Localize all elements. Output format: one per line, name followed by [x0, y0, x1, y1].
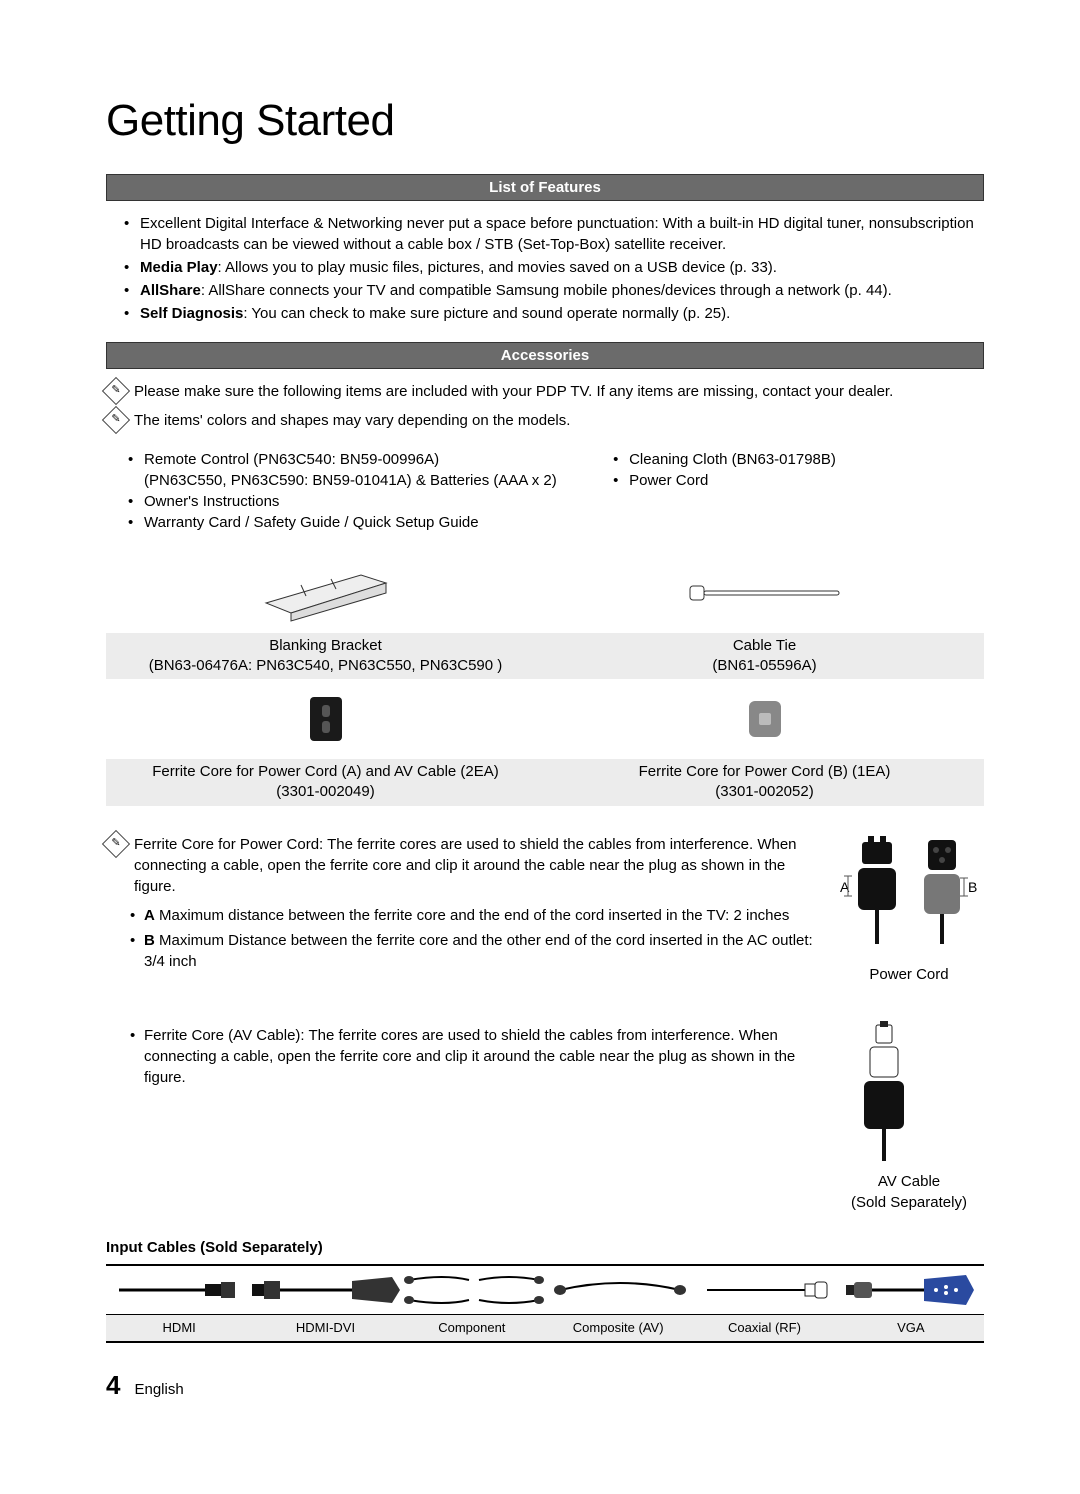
av-item: Ferrite Core (AV Cable): The ferrite cor…: [130, 1025, 816, 1088]
accessory-subtext: (PN63C550, PN63C590: BN59-01041A) & Batt…: [144, 472, 557, 489]
avcable-figure: AV Cable (Sold Separately): [834, 1021, 984, 1213]
feature-text: : You can check to make sure picture and…: [243, 305, 730, 322]
cable-tie-icon: [545, 553, 984, 633]
caption-sub: (BN61-05596A): [551, 656, 978, 676]
caption: Blanking Bracket: [112, 636, 539, 656]
component-cable-icon: [402, 1266, 548, 1314]
page-language: English: [134, 1379, 183, 1400]
ferrite-b-text: Maximum Distance between the ferrite cor…: [144, 932, 813, 970]
hdmi-cable-icon: [106, 1266, 252, 1314]
accessory-item: Cleaning Cloth (BN63-01798B): [613, 449, 984, 470]
composite-cable-icon: [547, 1266, 693, 1314]
ferrite-b-item: B Maximum Distance between the ferrite c…: [130, 930, 816, 972]
cable-label: Component: [399, 1315, 545, 1341]
page-title: Getting Started: [106, 90, 984, 152]
accessory-left-list: Remote Control (PN63C540: BN59-00996A) (…: [128, 449, 573, 533]
ferrite-b-icon: [545, 679, 984, 759]
accessories-note: Please make sure the following items are…: [106, 381, 984, 402]
accessory-text: Remote Control (PN63C540: BN59-00996A): [144, 451, 439, 468]
av-bullets: Ferrite Core (AV Cable): The ferrite cor…: [106, 1025, 816, 1088]
accessory-grid: Blanking Bracket (BN63-06476A: PN63C540,…: [106, 553, 984, 806]
cables-table: HDMI HDMI-DVI Component Composite (AV) C…: [106, 1264, 984, 1343]
note-icon: [102, 376, 130, 404]
ferrite-a-label: A: [144, 907, 155, 924]
ferrite-bullets: A Maximum distance between the ferrite c…: [106, 905, 816, 972]
accessory-item: Remote Control (PN63C540: BN59-00996A) (…: [128, 449, 573, 491]
input-cables-title: Input Cables (Sold Separately): [106, 1237, 984, 1258]
ferrite-a-item: A Maximum distance between the ferrite c…: [130, 905, 816, 926]
note-text: The items' colors and shapes may vary de…: [134, 412, 570, 429]
vga-cable-icon: [838, 1266, 984, 1314]
cable-label: VGA: [838, 1315, 984, 1341]
ferrite-b-label: B: [144, 932, 155, 949]
note-icon: [102, 829, 130, 857]
accessory-item: Warranty Card / Safety Guide / Quick Set…: [128, 512, 573, 533]
feature-text: Excellent Digital Interface & Networking…: [140, 215, 974, 253]
cable-label: Composite (AV): [545, 1315, 691, 1341]
page-footer: 4 English: [106, 1367, 984, 1403]
feature-text: : Allows you to play music files, pictur…: [218, 259, 777, 276]
accessories-note: The items' colors and shapes may vary de…: [106, 410, 984, 431]
caption: Ferrite Core for Power Cord (B) (1EA): [551, 762, 978, 782]
accessory-right-list: Cleaning Cloth (BN63-01798B) Power Cord: [613, 449, 984, 533]
accessories-header: Accessories: [106, 342, 984, 369]
feature-item: AllShare: AllShare connects your TV and …: [124, 280, 984, 301]
cable-label: HDMI: [106, 1315, 252, 1341]
ferrite-note: Ferrite Core for Power Cord: The ferrite…: [106, 834, 816, 897]
ferrite-powercord-block: Ferrite Core for Power Cord: The ferrite…: [106, 834, 984, 985]
cable-label: HDMI-DVI: [252, 1315, 398, 1341]
cables-labels-row: HDMI HDMI-DVI Component Composite (AV) C…: [106, 1314, 984, 1341]
cable-label: Coaxial (RF): [691, 1315, 837, 1341]
hdmi-dvi-cable-icon: [252, 1266, 402, 1314]
feature-item: Excellent Digital Interface & Networking…: [124, 213, 984, 255]
figure-label-b: B: [968, 879, 977, 895]
avcable-caption2: (Sold Separately): [834, 1192, 984, 1213]
features-header: List of Features: [106, 174, 984, 201]
caption-sub: (3301-002049): [112, 782, 539, 802]
caption-sub: (BN63-06476A: PN63C540, PN63C550, PN63C5…: [112, 656, 539, 676]
feature-item: Self Diagnosis: You can check to make su…: [124, 303, 984, 324]
note-icon: [102, 405, 130, 433]
avcable-caption1: AV Cable: [834, 1171, 984, 1192]
caption-sub: (3301-002052): [551, 782, 978, 802]
ferrite-a-icon: [106, 679, 545, 759]
accessory-item: Owner's Instructions: [128, 491, 573, 512]
feature-label: Self Diagnosis: [140, 305, 243, 322]
coaxial-cable-icon: [693, 1266, 839, 1314]
feature-text: : AllShare connects your TV and compatib…: [201, 282, 892, 299]
caption: Ferrite Core for Power Cord (A) and AV C…: [112, 762, 539, 782]
blanking-bracket-icon: [106, 553, 545, 633]
caption: Cable Tie: [551, 636, 978, 656]
ferrite-a-text: Maximum distance between the ferrite cor…: [155, 907, 790, 924]
feature-label: AllShare: [140, 282, 201, 299]
feature-item: Media Play: Allows you to play music fil…: [124, 257, 984, 278]
ferrite-av-block: Ferrite Core (AV Cable): The ferrite cor…: [106, 1021, 984, 1213]
feature-label: Media Play: [140, 259, 218, 276]
features-list: Excellent Digital Interface & Networking…: [106, 213, 984, 324]
page-number: 4: [106, 1367, 120, 1403]
accessory-item: Power Cord: [613, 470, 984, 491]
powercord-figure: A B Power Cord: [834, 834, 984, 985]
note-text: Please make sure the following items are…: [134, 383, 893, 400]
ferrite-intro: Ferrite Core for Power Cord: The ferrite…: [134, 836, 797, 895]
accessory-columns: Remote Control (PN63C540: BN59-00996A) (…: [106, 439, 984, 543]
powercord-caption: Power Cord: [834, 964, 984, 985]
